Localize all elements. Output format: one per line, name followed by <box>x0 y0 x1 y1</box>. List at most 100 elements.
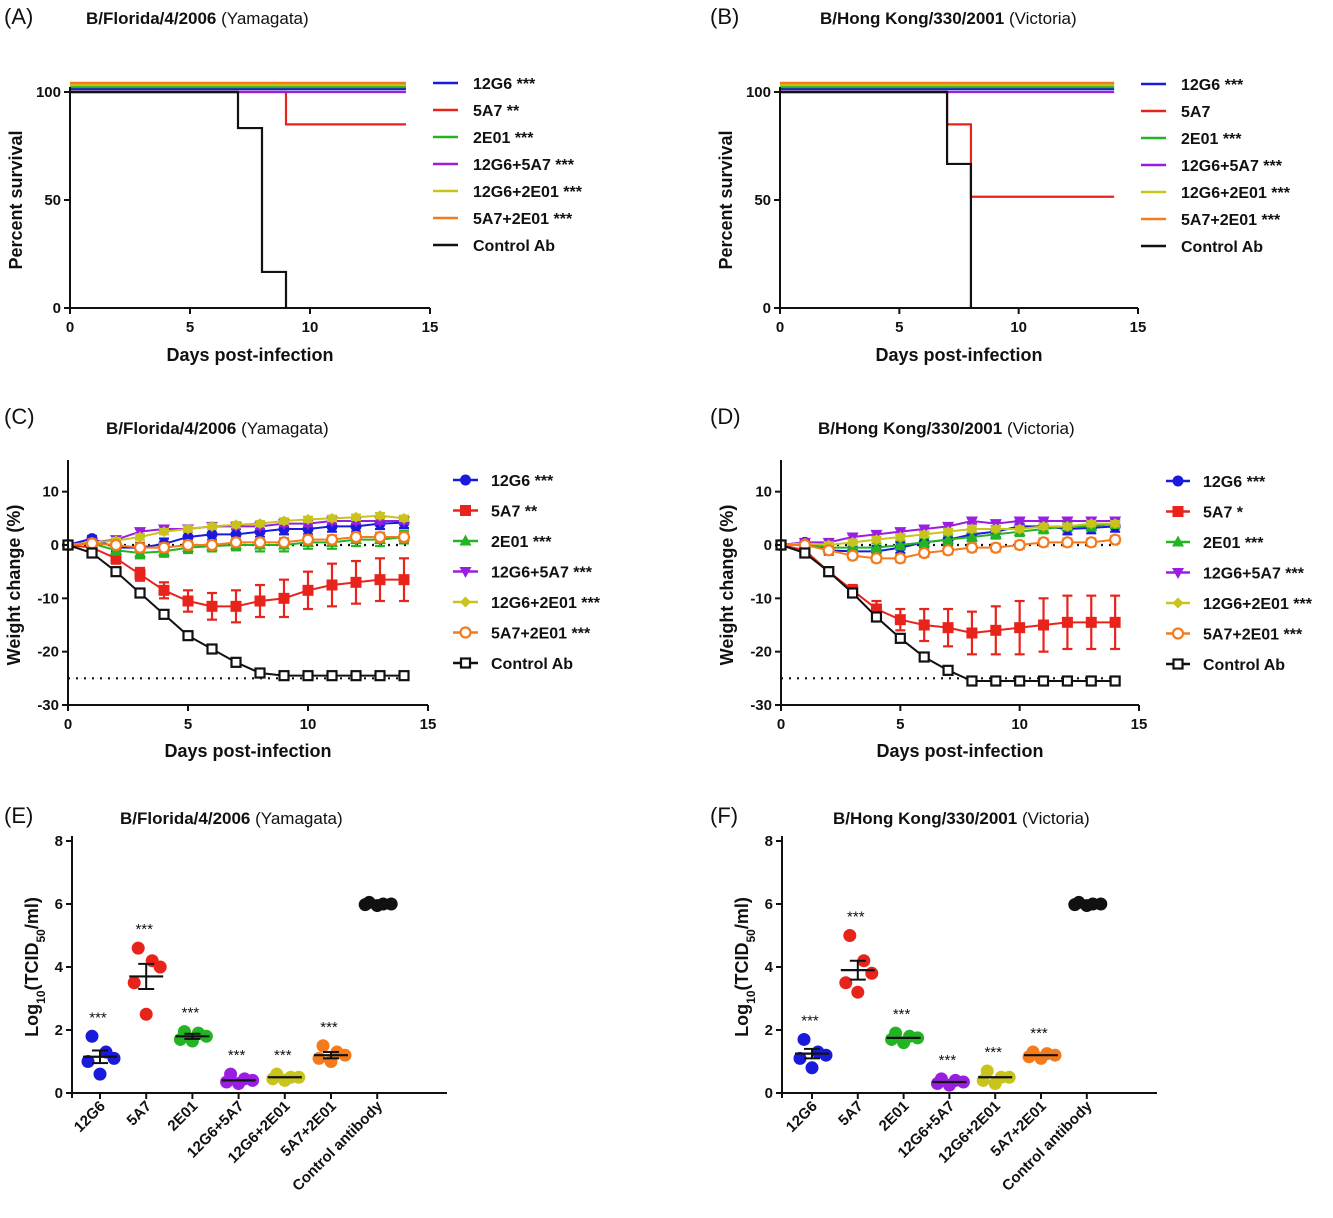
category-label: 5A7 <box>835 1098 866 1129</box>
data-point <box>460 505 471 516</box>
data-point <box>398 670 410 682</box>
panel-title: B/Florida/4/2006 (Yamagata) <box>120 809 343 828</box>
data-point <box>1109 518 1121 530</box>
data-point <box>81 1055 95 1068</box>
data-point <box>1038 520 1050 532</box>
panel-title-subtitle: (Victoria) <box>1004 9 1076 28</box>
data-point <box>398 574 410 586</box>
data-point <box>205 538 219 552</box>
panel-title: B/Hong Kong/330/2001 (Victoria) <box>820 9 1077 28</box>
data-point <box>302 584 314 596</box>
data-point <box>133 541 147 554</box>
x-tick-label: 15 <box>1131 716 1148 733</box>
panel-letter: (B) <box>710 4 739 29</box>
data-point <box>326 579 338 591</box>
significance-label: *** <box>135 921 153 938</box>
group-5A7: *** 5A7 <box>835 909 879 1129</box>
data-point <box>918 528 930 540</box>
data-point <box>374 574 386 586</box>
category-label: Control antibody <box>289 1097 386 1194</box>
data-point <box>326 512 338 524</box>
panel-title: B/Hong Kong/330/2001 (Victoria) <box>833 809 1090 828</box>
significance-label: *** <box>182 1005 200 1022</box>
data-point <box>232 1077 246 1091</box>
data-point <box>990 624 1002 636</box>
data-point <box>1080 899 1094 913</box>
data-point <box>459 626 472 639</box>
data-point <box>181 538 195 552</box>
data-point <box>229 536 243 549</box>
x-tick-label: 5 <box>186 319 194 336</box>
legend-entry: 12G6+2E01 *** <box>473 184 583 201</box>
data-point <box>206 528 218 540</box>
data-point <box>894 538 907 550</box>
data-point <box>230 656 242 668</box>
legend: 12G6 *** 5A7 2E01 *** 12G6+5A7 *** 12G6+2E01… <box>1141 77 1291 256</box>
x-tick-label: 10 <box>302 319 319 336</box>
data-point <box>851 985 865 999</box>
series-Control <box>62 539 410 682</box>
legend-entry: 5A7 <box>1181 104 1210 121</box>
y-axis-label-part: 10 <box>744 990 758 1004</box>
data-point <box>988 1077 1002 1091</box>
significance-label: *** <box>939 1052 957 1069</box>
data-point <box>109 538 123 552</box>
panel-letter: (A) <box>4 4 33 29</box>
y-tick-label: 2 <box>55 1022 63 1039</box>
data-point <box>206 600 218 612</box>
data-point <box>373 530 387 544</box>
group-2E01: *** 2E01 <box>876 1006 925 1135</box>
y-tick-label: 0 <box>53 300 61 317</box>
series-5A7 <box>62 539 410 624</box>
x-tick-label: 10 <box>1010 319 1027 336</box>
y-axis-label-part: (TCID <box>732 943 752 991</box>
y-tick-label: 100 <box>746 84 771 101</box>
legend-entry: 12G6+5A7 *** <box>1181 158 1283 175</box>
legend-entry: 2E01 *** <box>1203 535 1264 552</box>
data-point <box>459 567 472 578</box>
data-point <box>93 1067 107 1081</box>
data-point <box>918 619 930 631</box>
category-label: 12G6 <box>71 1098 109 1136</box>
y-tick-label: -20 <box>37 644 59 661</box>
data-point <box>182 595 194 607</box>
legend: 12G6 *** 5A7 * 2E01 *** 12G6+5A7 *** 12G6+2E… <box>1166 474 1313 674</box>
data-point <box>158 608 170 620</box>
legend-entry: 5A7+2E01 *** <box>473 211 573 228</box>
data-point <box>157 541 171 554</box>
chart-panel-F: ***12G6***5A7***2E01***12G6+5A7***12G6+2… <box>732 833 1157 1195</box>
data-point <box>460 474 471 486</box>
data-point <box>870 534 882 546</box>
legend-entry: 5A7+2E01 *** <box>491 626 591 643</box>
survival-line <box>780 90 973 308</box>
y-tick-label: 0 <box>55 1085 63 1102</box>
y-tick-label: 0 <box>764 537 772 554</box>
x-tick-label: 0 <box>66 319 74 336</box>
legend-entry: 5A7 ** <box>473 103 520 120</box>
y-tick-label: 50 <box>44 192 61 209</box>
data-point <box>990 675 1002 687</box>
data-point <box>843 929 857 942</box>
significance-label: *** <box>1030 1025 1048 1042</box>
data-point <box>1061 675 1074 687</box>
data-point <box>131 941 145 955</box>
x-tick-label: 10 <box>300 716 317 733</box>
data-point <box>894 632 906 644</box>
legend: 12G6 *** 5A7 ** 2E01 *** 12G6+5A7 *** 12G6+2… <box>433 76 583 255</box>
data-point <box>870 552 883 565</box>
y-axis-label: Log10(TCID50/ml) <box>732 897 758 1037</box>
data-point <box>85 1029 99 1043</box>
data-point <box>325 533 339 546</box>
chart-panel-B: 0 5 10 15 0 50 100 Days post-infection Percent s… <box>716 77 1291 365</box>
significance-label: *** <box>984 1044 1002 1061</box>
y-axis-label: Weight change (%) <box>717 505 737 666</box>
data-point <box>839 976 853 990</box>
panel-letter: (D) <box>710 404 741 429</box>
legend-entry: 12G6+5A7 *** <box>491 565 593 582</box>
data-point <box>822 544 835 557</box>
data-point <box>965 530 978 542</box>
chart-panel-A: 0 5 10 15 0 50 100 Days post-infection Percent s… <box>6 76 583 365</box>
legend-entry: Control Ab <box>1203 657 1285 674</box>
y-tick-label: 8 <box>55 833 63 850</box>
